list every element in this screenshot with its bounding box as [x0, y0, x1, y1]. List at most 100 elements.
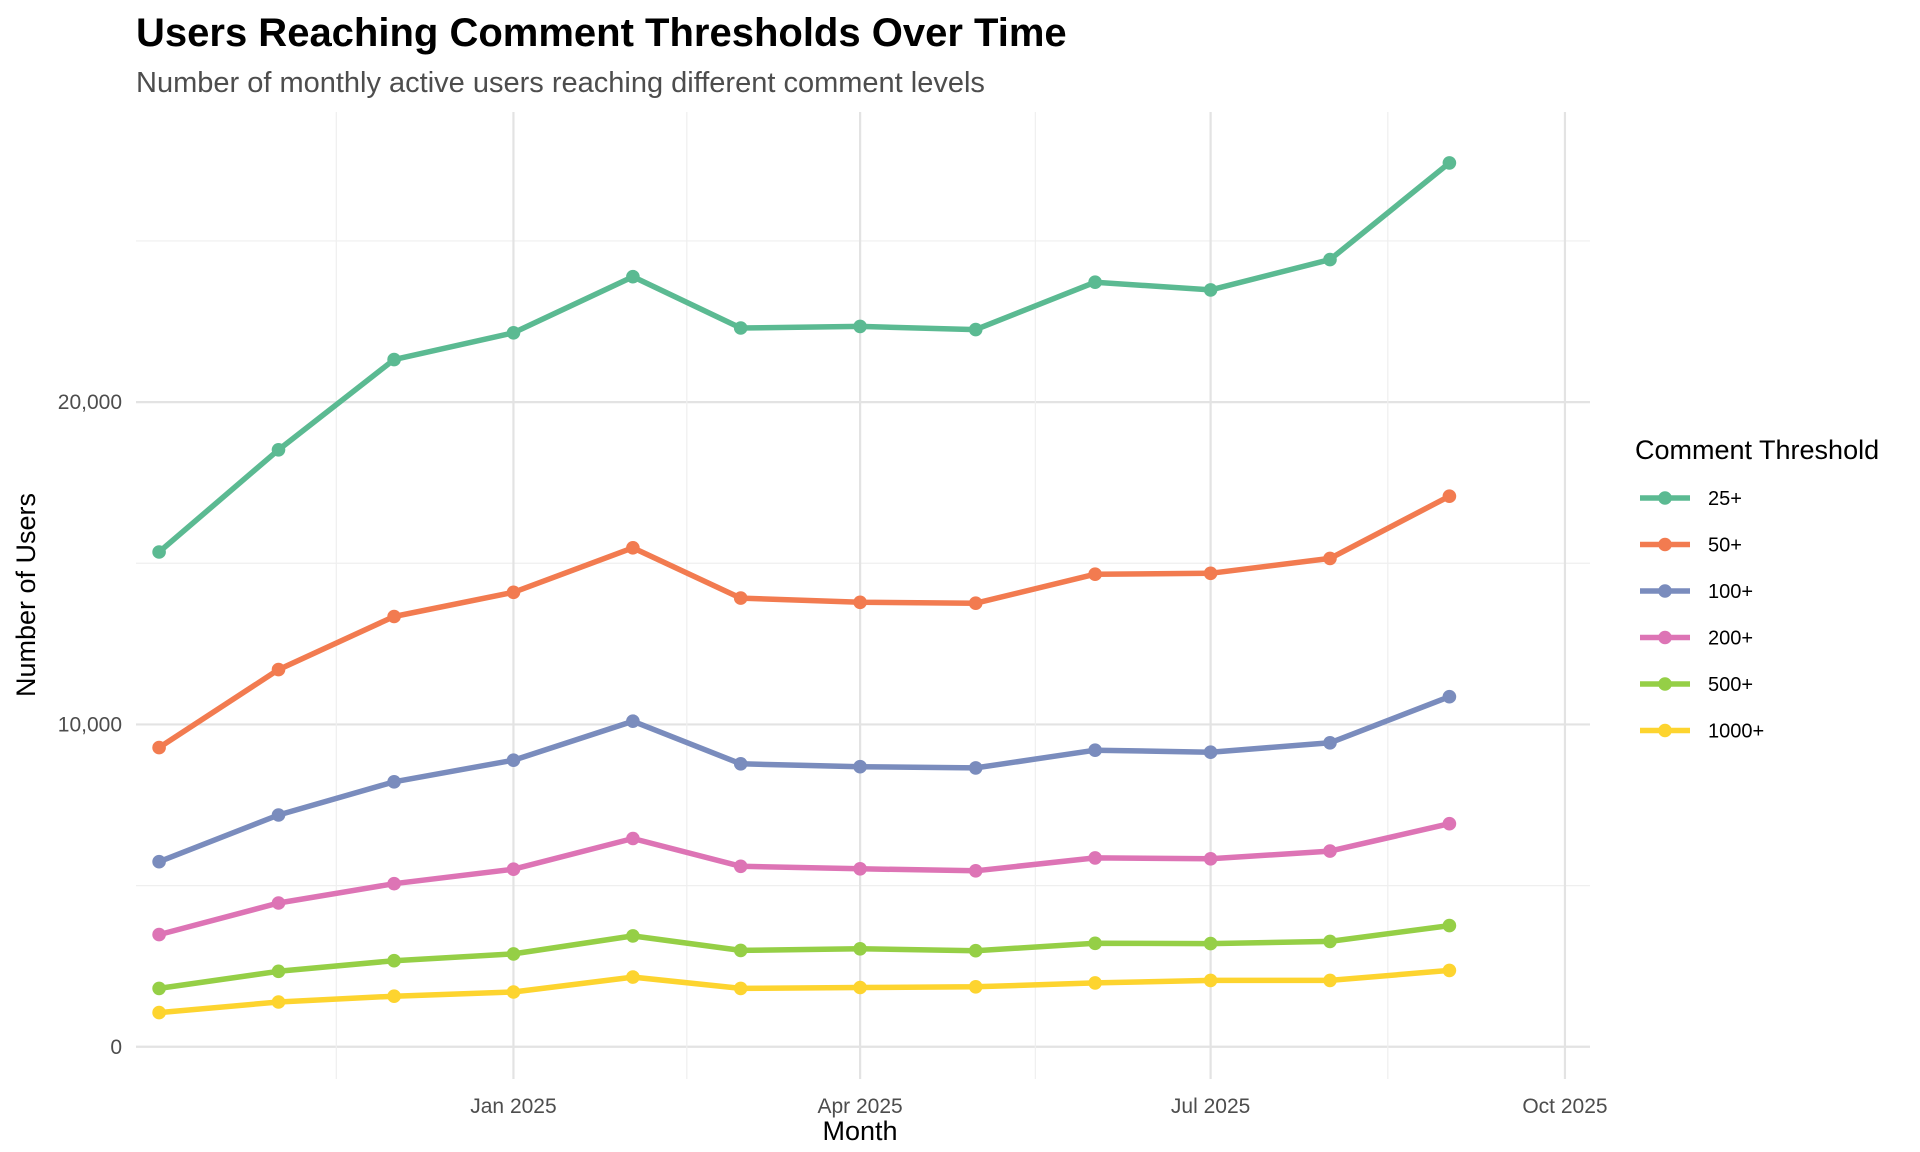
legend-item: 25+ — [1640, 488, 1742, 510]
data-point — [506, 862, 521, 876]
legend: 25+ 50+ 100+ 200+ 500+ 1000+ — [1640, 488, 1764, 743]
legend-label: 1000+ — [1708, 721, 1764, 743]
x-tick-label: Jan 2025 — [470, 1095, 556, 1118]
legend-key-point — [1658, 677, 1672, 691]
data-point — [626, 269, 640, 284]
legend-label: 25+ — [1708, 488, 1742, 510]
y-axis-title: Number of Users — [11, 493, 41, 697]
legend-key-point — [1658, 584, 1672, 598]
chart-subtitle: Number of monthly active users reaching … — [136, 67, 985, 99]
data-point — [1442, 816, 1457, 831]
legend-label: 200+ — [1708, 628, 1753, 650]
data-point — [1203, 283, 1218, 297]
y-axis-ticks: 0 10,000 20,000 — [58, 391, 122, 1059]
data-point — [853, 319, 867, 334]
legend-item: 200+ — [1640, 628, 1753, 650]
data-point — [733, 981, 748, 996]
data-point — [853, 942, 867, 956]
legend-key-point — [1658, 491, 1672, 505]
data-point — [1088, 567, 1102, 581]
data-point — [1442, 489, 1457, 504]
data-point — [626, 714, 640, 728]
data-point — [968, 322, 983, 337]
data-point — [968, 596, 983, 610]
data-point — [1088, 275, 1102, 290]
data-point — [1442, 963, 1457, 978]
data-point — [271, 896, 286, 910]
data-point — [152, 740, 166, 755]
data-point — [271, 964, 286, 979]
series-50plus — [152, 489, 1457, 755]
data-point — [152, 545, 166, 559]
series-line — [156, 493, 1453, 751]
legend-key-point — [1658, 630, 1672, 645]
legend-item: 500+ — [1640, 674, 1753, 696]
data-point — [506, 985, 521, 999]
data-point — [1203, 745, 1218, 759]
data-point — [1203, 852, 1218, 866]
series-line — [156, 160, 1453, 555]
data-point — [1442, 689, 1457, 704]
series-line — [156, 967, 1453, 1016]
data-point — [152, 854, 166, 869]
series-line — [156, 922, 1453, 992]
data-point — [271, 443, 286, 457]
data-point — [626, 929, 640, 943]
series-25plus — [152, 156, 1457, 559]
x-axis-title: Month — [822, 1116, 897, 1146]
legend-item: 50+ — [1640, 535, 1742, 557]
data-point — [152, 981, 166, 996]
data-point — [626, 970, 640, 984]
x-axis-ticks: Jan 2025 Apr 2025 Jul 2025 Oct 2025 — [470, 1095, 1607, 1118]
x-tick-label: Jul 2025 — [1171, 1095, 1250, 1118]
legend-item: 1000+ — [1640, 721, 1764, 743]
data-point — [152, 1005, 166, 1020]
data-point — [1088, 851, 1102, 865]
data-point — [1442, 918, 1457, 933]
data-point — [968, 761, 983, 775]
data-point — [1323, 252, 1337, 267]
legend-key-point — [1658, 723, 1672, 738]
legend-label: 100+ — [1708, 581, 1753, 603]
data-point — [1323, 934, 1337, 949]
data-point — [733, 321, 748, 335]
data-point — [1203, 936, 1218, 951]
data-point — [1323, 973, 1337, 988]
y-tick-label: 0 — [110, 1036, 122, 1059]
x-tick-label: Apr 2025 — [817, 1095, 902, 1118]
data-point — [506, 947, 521, 961]
data-point — [387, 352, 401, 367]
series-100plus — [152, 689, 1457, 869]
data-point — [733, 859, 748, 874]
y-tick-label: 10,000 — [58, 713, 122, 736]
data-point — [626, 831, 640, 846]
legend-item: 100+ — [1640, 581, 1753, 603]
legend-title: Comment Threshold — [1635, 435, 1879, 465]
legend-label: 50+ — [1708, 535, 1742, 557]
data-point — [968, 943, 983, 958]
data-point — [968, 980, 983, 994]
data-point — [853, 862, 867, 876]
data-point — [387, 989, 401, 1003]
data-point — [1088, 936, 1102, 951]
data-point — [271, 662, 286, 677]
data-point — [506, 753, 521, 767]
series-200plus — [152, 816, 1457, 942]
data-point — [733, 943, 748, 958]
series-1000plus — [152, 963, 1457, 1020]
series-line — [156, 693, 1453, 865]
data-point — [1323, 844, 1337, 858]
chart-title: Users Reaching Comment Thresholds Over T… — [136, 11, 1067, 55]
data-point — [853, 595, 867, 610]
series-500plus — [152, 918, 1457, 996]
data-point — [853, 759, 867, 774]
data-point — [387, 609, 401, 624]
data-point — [152, 927, 166, 942]
data-point — [1203, 566, 1218, 581]
data-point — [1203, 973, 1218, 988]
legend-key-point — [1658, 537, 1672, 552]
data-point — [506, 585, 521, 600]
data-point — [1323, 736, 1337, 750]
grid — [136, 112, 1590, 1079]
data-point — [968, 864, 983, 878]
